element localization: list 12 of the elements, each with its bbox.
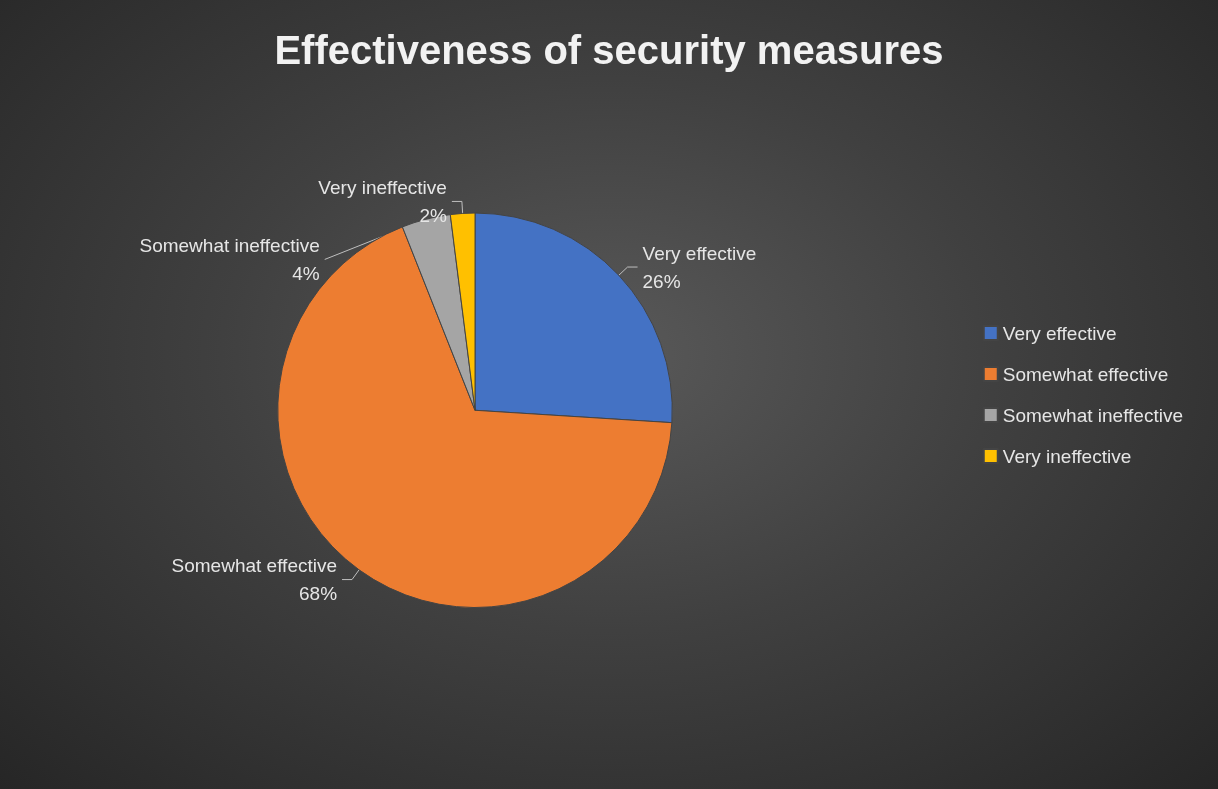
data-label: 4% [292,262,320,284]
data-label: 68% [298,583,338,605]
legend-label: Very ineffective [1002,445,1132,467]
legend-label: Very effective [1002,322,1117,344]
slice-label: Somewhat effective [171,555,338,577]
slice-label: Somewhat ineffective [139,234,320,256]
slice-label: Very ineffective [318,176,447,198]
slice-label: Very effective [642,242,757,264]
chart-title: Effectiveness of security measures [274,28,944,72]
legend-label: Somewhat ineffective [1002,404,1183,426]
data-label: 26% [642,270,681,292]
legend-label: Somewhat effective [1002,363,1169,385]
